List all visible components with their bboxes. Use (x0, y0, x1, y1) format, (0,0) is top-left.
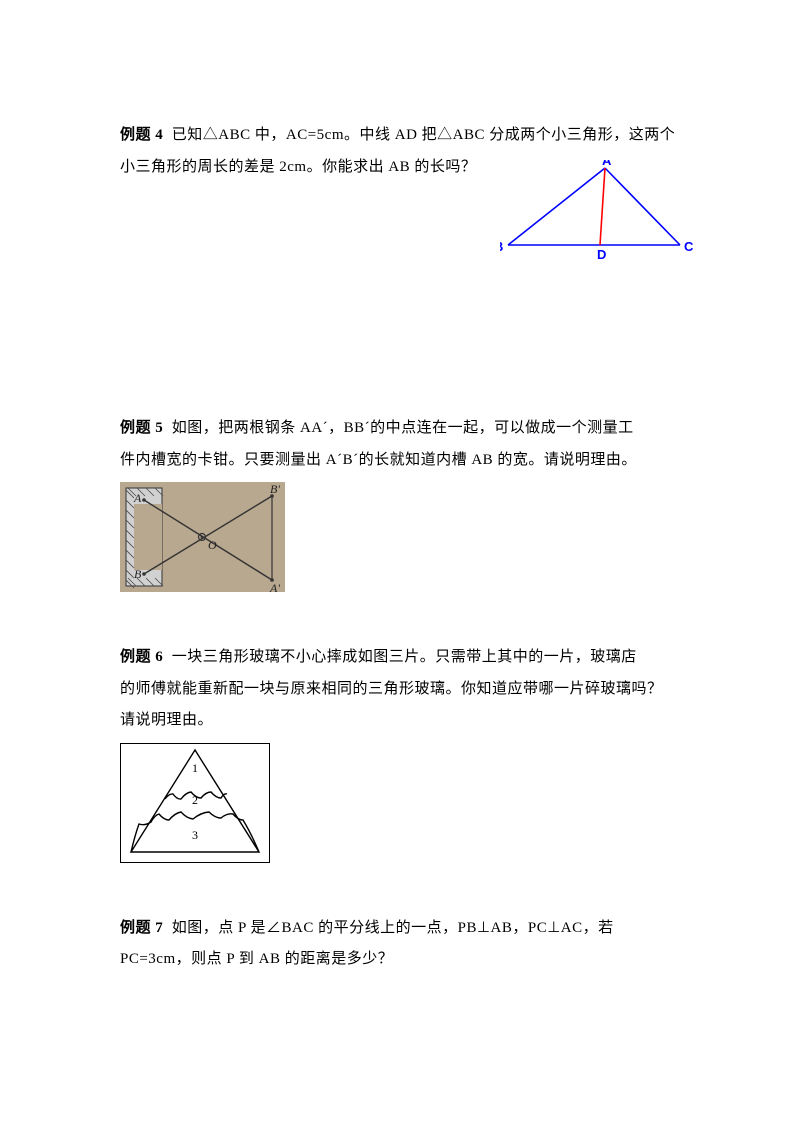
problem-6-label: 例题 6 (120, 649, 163, 665)
svg-text:1: 1 (192, 761, 198, 775)
problem-6: 例题 6 一块三角形玻璃不小心摔成如图三片。只需带上其中的一片，玻璃店 的师傅就… (120, 642, 690, 863)
caliper-figure: A B O A' B' (120, 482, 285, 592)
svg-text:2: 2 (192, 793, 198, 807)
problem-5-label: 例题 5 (120, 420, 163, 436)
glass-figure: 1 2 3 (120, 743, 270, 863)
problem-5-line-1: 如图，把两根钢条 AA´，BB´的中点连在一起，可以做成一个测量工 (172, 420, 634, 436)
problem-7: 例题 7 如图，点 P 是∠BAC 的平分线上的一点，PB⊥AB，PC⊥AC，若… (120, 913, 690, 976)
svg-text:B: B (500, 239, 503, 254)
problem-6-line-2: 的师傅就能重新配一块与原来相同的三角形玻璃。你知道应带哪一片碎玻璃吗？ (120, 681, 663, 697)
problem-6-text: 例题 6 一块三角形玻璃不小心摔成如图三片。只需带上其中的一片，玻璃店 的师傅就… (120, 642, 690, 737)
svg-text:A: A (602, 160, 612, 168)
problem-5: 例题 5 如图，把两根钢条 AA´，BB´的中点连在一起，可以做成一个测量工 件… (120, 413, 690, 592)
svg-text:3: 3 (192, 828, 198, 842)
problem-6-line-1: 一块三角形玻璃不小心摔成如图三片。只需带上其中的一片，玻璃店 (172, 649, 637, 665)
problem-7-line-1: 如图，点 P 是∠BAC 的平分线上的一点，PB⊥AB，PC⊥AC，若 (172, 920, 614, 936)
triangle-figure: A B C D (500, 160, 700, 270)
problem-7-label: 例题 7 (120, 920, 163, 936)
svg-text:B: B (134, 567, 142, 581)
problem-4-line-1: 已知△ABC 中，AC=5cm。中线 AD 把△ABC 分成两个小三角形，这两个 (172, 127, 675, 143)
problem-7-text: 例题 7 如图，点 P 是∠BAC 的平分线上的一点，PB⊥AB，PC⊥AC，若… (120, 913, 690, 976)
problem-5-line-2: 件内槽宽的卡钳。只要测量出 A´B´的长就知道内槽 AB 的宽。请说明理由。 (120, 452, 637, 468)
problem-5-text: 例题 5 如图，把两根钢条 AA´，BB´的中点连在一起，可以做成一个测量工 件… (120, 413, 690, 476)
svg-text:C: C (684, 239, 694, 254)
problem-4-line-2: 小三角形的周长的差是 2cm。你能求出 AB 的长吗？ (120, 159, 476, 175)
document-page: 例题 4 已知△ABC 中，AC=5cm。中线 AD 把△ABC 分成两个小三角… (0, 0, 800, 1086)
problem-7-line-2: PC=3cm，则点 P 到 AB 的距离是多少？ (120, 951, 393, 967)
svg-text:D: D (597, 247, 606, 262)
svg-text:A: A (133, 491, 142, 505)
svg-text:B': B' (270, 482, 280, 496)
problem-6-line-3: 请说明理由。 (120, 712, 213, 728)
problem-4-label: 例题 4 (120, 127, 163, 143)
svg-text:O: O (208, 538, 217, 552)
problem-4: 例题 4 已知△ABC 中，AC=5cm。中线 AD 把△ABC 分成两个小三角… (120, 120, 690, 183)
svg-text:A': A' (269, 581, 280, 592)
